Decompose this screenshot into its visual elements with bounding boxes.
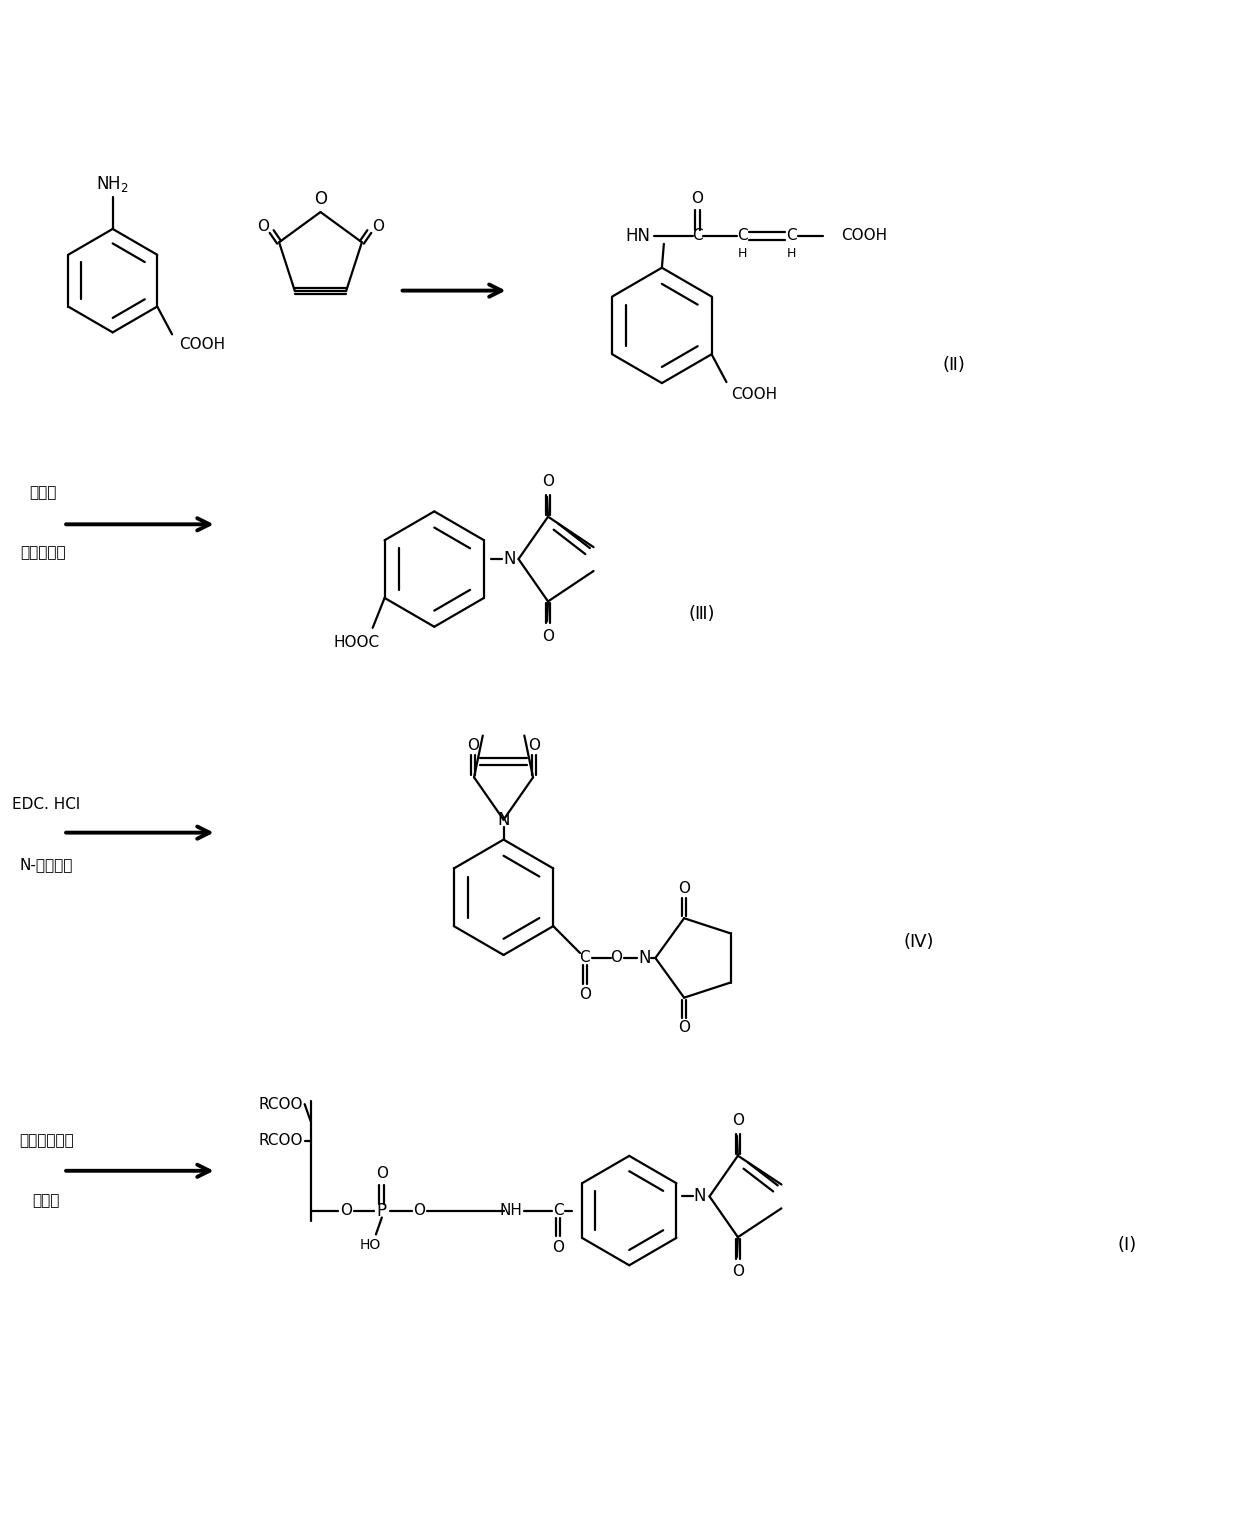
Text: EDC. HCl: EDC. HCl xyxy=(12,797,81,812)
Text: N-甲基咐啊: N-甲基咐啊 xyxy=(20,857,73,872)
Text: O: O xyxy=(542,474,554,489)
Text: O: O xyxy=(340,1203,352,1219)
Text: RCOO: RCOO xyxy=(258,1133,303,1148)
Text: O: O xyxy=(542,629,554,644)
Text: O: O xyxy=(579,987,591,1003)
Text: COOH: COOH xyxy=(841,228,887,244)
Text: 有机碱: 有机碱 xyxy=(32,1193,60,1208)
Text: O: O xyxy=(692,190,703,205)
Text: N: N xyxy=(503,550,516,569)
Text: O: O xyxy=(552,1240,564,1256)
Text: O: O xyxy=(678,881,691,895)
Text: 磷脂酰乙醇胺: 磷脂酰乙醇胺 xyxy=(19,1133,73,1148)
Text: O: O xyxy=(610,950,622,966)
Text: C: C xyxy=(737,228,748,244)
Text: (Ⅱ): (Ⅱ) xyxy=(942,356,965,374)
Text: NH: NH xyxy=(498,1203,522,1219)
Text: O: O xyxy=(678,1019,691,1035)
Text: O: O xyxy=(314,190,327,208)
Text: COOH: COOH xyxy=(732,386,777,402)
Text: N: N xyxy=(497,811,510,829)
Text: C: C xyxy=(579,950,590,966)
Text: H: H xyxy=(738,247,746,261)
Text: N: N xyxy=(693,1188,706,1205)
Text: (Ⅳ): (Ⅳ) xyxy=(904,934,935,950)
Text: HOOC: HOOC xyxy=(334,635,379,650)
Text: (Ⅲ): (Ⅲ) xyxy=(688,606,714,622)
Text: O: O xyxy=(257,219,269,233)
Text: NH$_2$: NH$_2$ xyxy=(97,175,129,195)
Text: O: O xyxy=(372,219,384,233)
Text: C: C xyxy=(786,228,797,244)
Text: O: O xyxy=(732,1113,744,1128)
Text: C: C xyxy=(553,1203,563,1219)
Text: O: O xyxy=(376,1167,388,1182)
Text: HN: HN xyxy=(625,227,650,245)
Text: P: P xyxy=(377,1202,387,1220)
Text: H: H xyxy=(787,247,796,261)
Text: (Ⅰ): (Ⅰ) xyxy=(1117,1237,1137,1254)
Text: O: O xyxy=(413,1203,425,1219)
Text: 醛酸酝: 醛酸酝 xyxy=(30,484,57,500)
Text: COOH: COOH xyxy=(179,337,226,351)
Text: RCOO: RCOO xyxy=(258,1096,303,1111)
Text: C: C xyxy=(692,228,703,244)
Text: O: O xyxy=(467,737,479,753)
Text: 无水醛酸钓: 无水醛酸钓 xyxy=(21,544,66,560)
Text: O: O xyxy=(528,737,541,753)
Text: N: N xyxy=(639,949,651,967)
Text: HO: HO xyxy=(360,1239,381,1252)
Text: O: O xyxy=(732,1265,744,1280)
